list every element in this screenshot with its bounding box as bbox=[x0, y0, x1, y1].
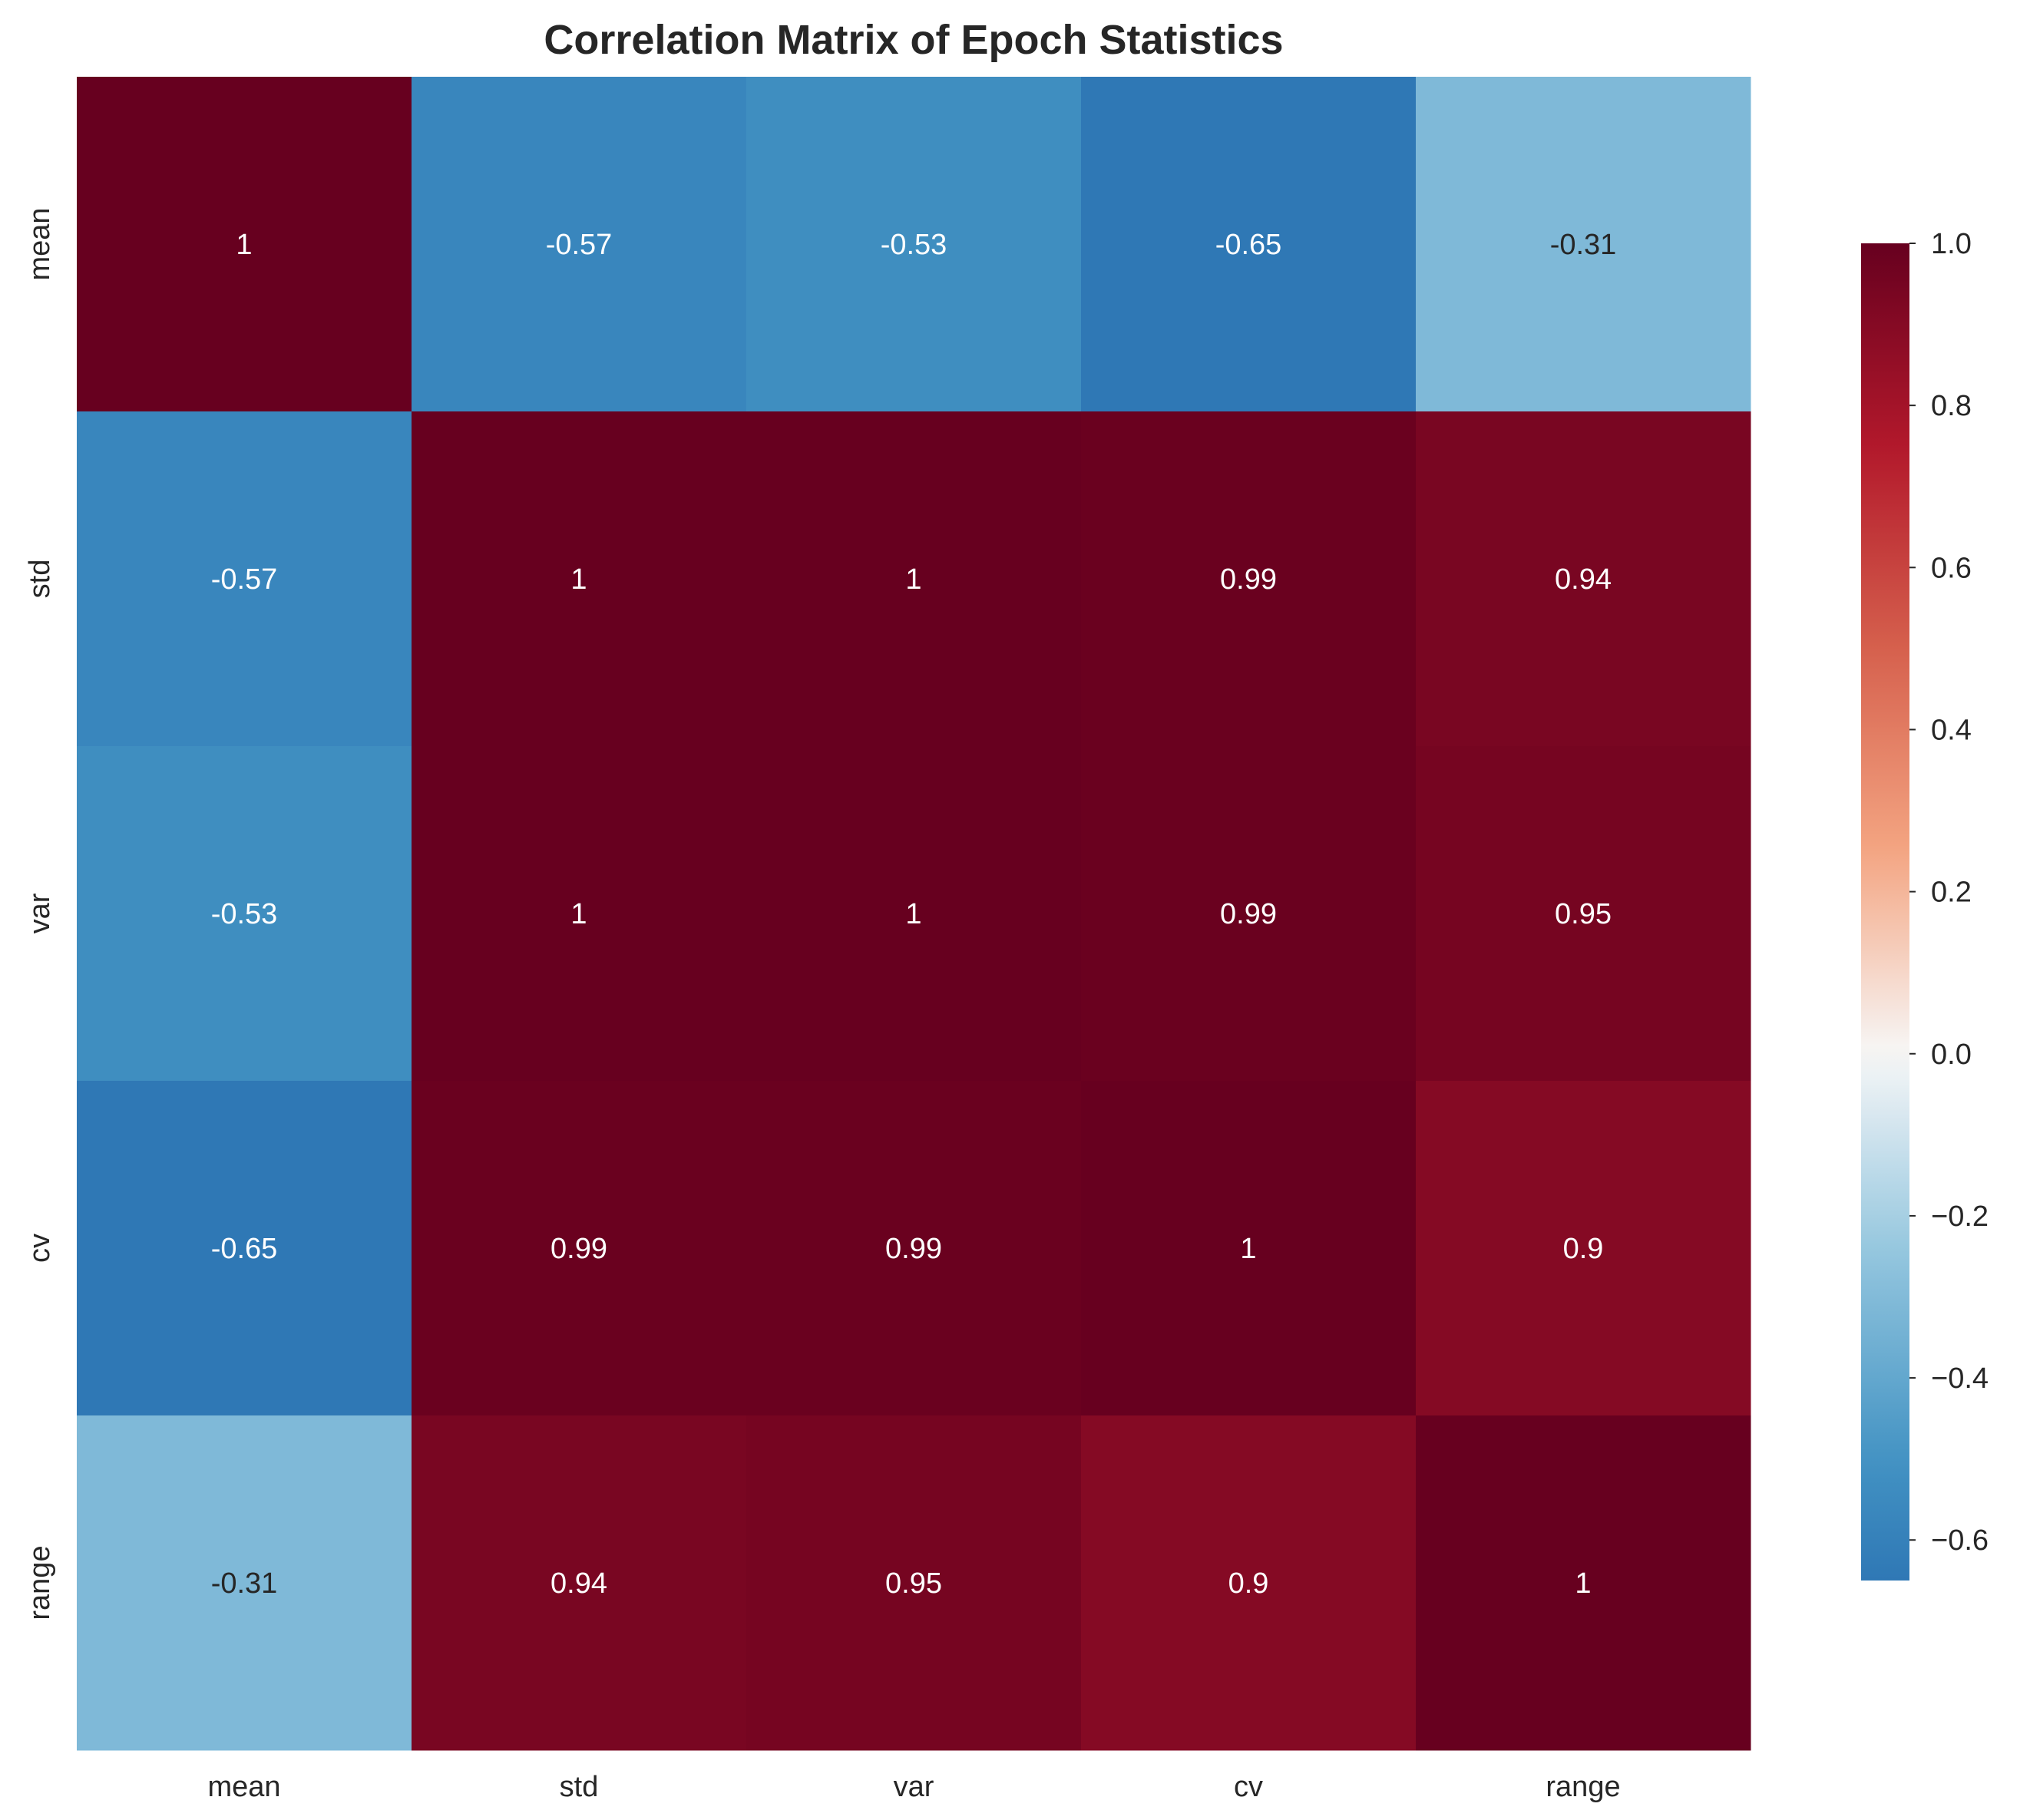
cell-value-label: -0.57 bbox=[211, 563, 278, 596]
colorbar-tick-label: 0.0 bbox=[1931, 1039, 1972, 1071]
heatmap-cells: 1 -0.57 -0.53 -0.65 -0.31 -0.57 1 1 0.99 0.94 -0.5… bbox=[77, 77, 1751, 1751]
heatmap-cell bbox=[746, 411, 1082, 747]
colorbar-tick-label: 0.6 bbox=[1931, 552, 1972, 584]
heatmap-cell bbox=[412, 1081, 747, 1416]
cell-value-label: 0.95 bbox=[1555, 898, 1612, 930]
colorbar-tick-label: −0.2 bbox=[1931, 1201, 1989, 1233]
colorbar-tick-label: 1.0 bbox=[1931, 228, 1972, 260]
heatmap-cell bbox=[77, 411, 412, 747]
cell-value-label: 1 bbox=[1240, 1233, 1256, 1265]
heatmap-cell bbox=[77, 1081, 412, 1416]
cell-value-label: 0.9 bbox=[1563, 1233, 1604, 1265]
heatmap-cell bbox=[746, 746, 1082, 1082]
heatmap-cell bbox=[1416, 411, 1751, 747]
x-tick-label: cv bbox=[1234, 1771, 1263, 1803]
x-tick-label: range bbox=[1546, 1771, 1620, 1803]
chart-title: Correlation Matrix of Epoch Statistics bbox=[544, 17, 1283, 63]
cell-value-label: 1 bbox=[1575, 1567, 1591, 1600]
x-axis-ticks: mean std var cv range bbox=[207, 1771, 1620, 1803]
cell-value-label: 1 bbox=[236, 229, 252, 261]
heatmap-cell bbox=[1416, 1415, 1751, 1751]
y-tick-label: std bbox=[24, 560, 56, 599]
heatmap-cell bbox=[1416, 1081, 1751, 1416]
heatmap-cell bbox=[412, 1415, 747, 1751]
y-tick-label: range bbox=[24, 1545, 56, 1620]
heatmap-cell bbox=[77, 77, 412, 412]
heatmap-cell bbox=[1081, 746, 1417, 1082]
cell-value-label: 0.95 bbox=[885, 1567, 942, 1600]
y-axis-ticks: mean std var cv range bbox=[24, 207, 56, 1620]
heatmap-cell bbox=[1081, 1081, 1417, 1416]
x-tick-label: mean bbox=[207, 1771, 280, 1803]
x-tick-label: var bbox=[894, 1771, 934, 1803]
cell-value-label: -0.65 bbox=[211, 1233, 278, 1265]
cell-value-label: -0.53 bbox=[211, 898, 278, 930]
heatmap-cell bbox=[1416, 746, 1751, 1082]
cell-value-label: -0.31 bbox=[211, 1567, 278, 1600]
heatmap-cell bbox=[77, 1415, 412, 1751]
cell-value-label: 1 bbox=[905, 563, 921, 596]
heatmap-cell bbox=[412, 411, 747, 747]
colorbar-tick-label: −0.6 bbox=[1931, 1524, 1989, 1557]
heatmap-cell bbox=[1416, 77, 1751, 412]
cell-value-label: 0.9 bbox=[1228, 1567, 1269, 1600]
cell-value-label: 1 bbox=[905, 898, 921, 930]
heatmap-cell bbox=[746, 77, 1082, 412]
heatmap-cell bbox=[412, 746, 747, 1082]
heatmap-cell bbox=[412, 77, 747, 412]
cell-value-label: 0.94 bbox=[1555, 563, 1612, 596]
cell-value-label: -0.57 bbox=[546, 229, 613, 261]
heatmap-cell bbox=[1081, 77, 1417, 412]
cell-value-label: 1 bbox=[570, 898, 587, 930]
cell-value-label: 0.99 bbox=[885, 1233, 942, 1265]
cell-value-label: 0.99 bbox=[550, 1233, 607, 1265]
y-tick-label: mean bbox=[24, 207, 56, 280]
heatmap-cell bbox=[1081, 1415, 1417, 1751]
colorbar-gradient bbox=[1861, 243, 1909, 1581]
colorbar: 1.0 0.8 0.6 0.4 0.2 0.0 −0.2 −0.4 −0.6 bbox=[1861, 228, 1989, 1581]
x-tick-label: std bbox=[560, 1771, 599, 1803]
cell-value-label: 0.94 bbox=[550, 1567, 607, 1600]
heatmap-cell bbox=[746, 1081, 1082, 1416]
y-tick-label: var bbox=[24, 893, 56, 933]
colorbar-tick-label: −0.4 bbox=[1931, 1363, 1989, 1395]
cell-value-label: 1 bbox=[570, 563, 587, 596]
cell-value-label: -0.31 bbox=[1550, 229, 1617, 261]
y-tick-label: cv bbox=[24, 1234, 56, 1263]
cell-value-label: -0.53 bbox=[881, 229, 947, 261]
colorbar-tick-label: 0.8 bbox=[1931, 390, 1972, 422]
colorbar-tick-label: 0.4 bbox=[1931, 714, 1972, 746]
cell-value-label: 0.99 bbox=[1220, 898, 1277, 930]
colorbar-tick-label: 0.2 bbox=[1931, 877, 1972, 909]
heatmap-cell bbox=[1081, 411, 1417, 747]
cell-value-label: 0.99 bbox=[1220, 563, 1277, 596]
heatmap-cell bbox=[77, 746, 412, 1082]
cell-value-label: -0.65 bbox=[1215, 229, 1282, 261]
heatmap-cell bbox=[746, 1415, 1082, 1751]
